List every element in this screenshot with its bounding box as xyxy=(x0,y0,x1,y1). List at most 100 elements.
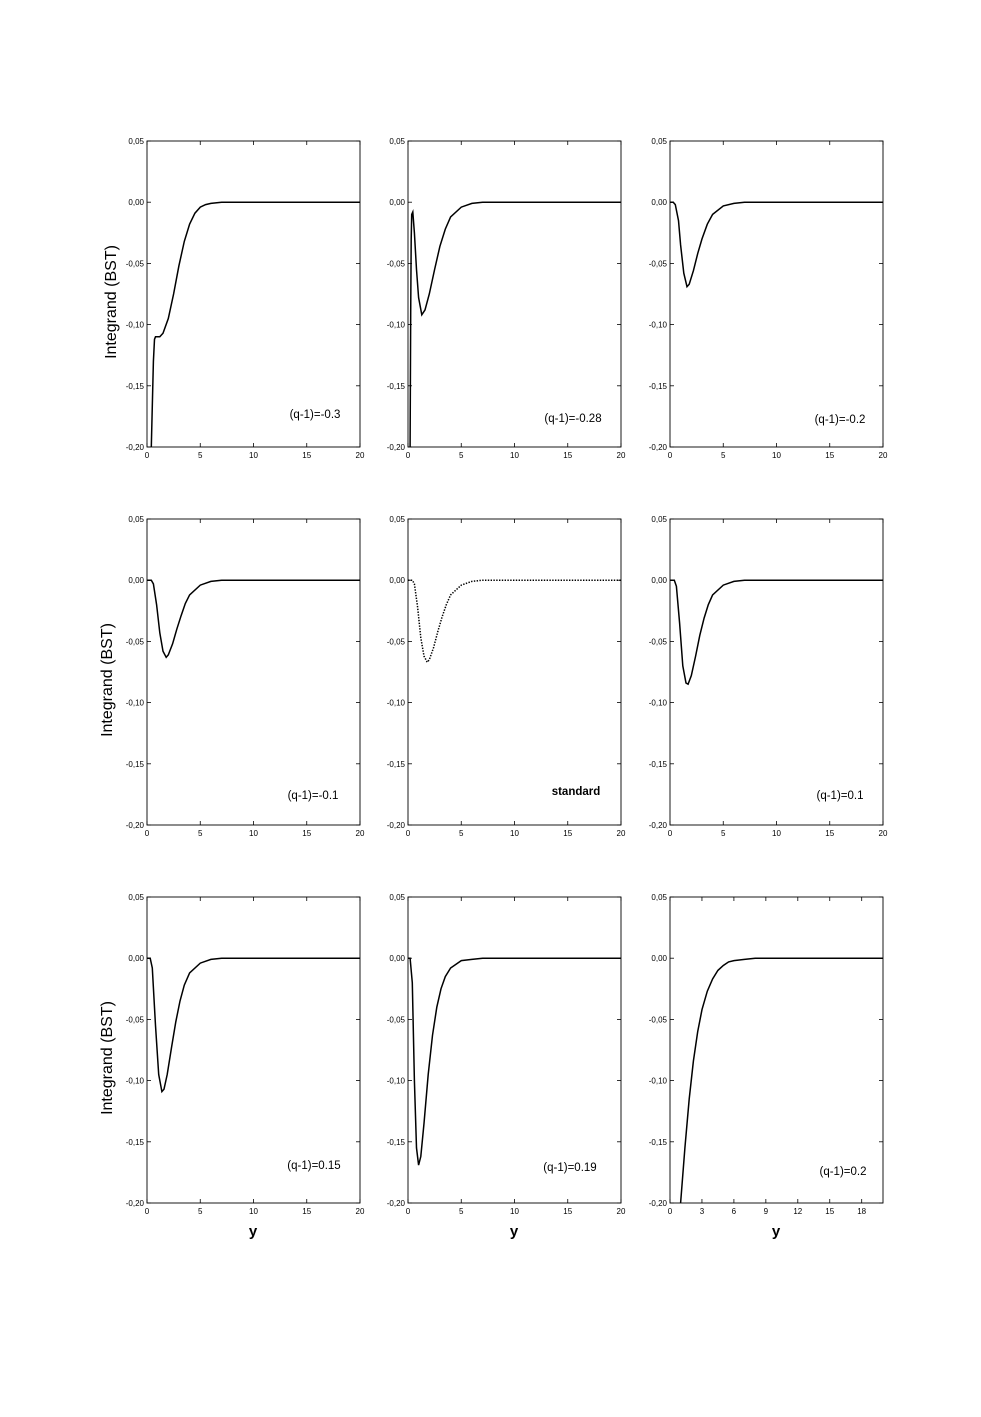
x-tick-label: 5 xyxy=(198,451,203,460)
x-tick-label: 15 xyxy=(302,451,311,460)
x-tick-label: 18 xyxy=(857,1207,866,1216)
series-line xyxy=(670,579,883,686)
x-tick-label: 6 xyxy=(732,1207,737,1216)
y-tick-label: -0,20 xyxy=(387,443,406,452)
y-tick-label: -0,15 xyxy=(387,382,406,391)
x-tick-label: 10 xyxy=(510,829,519,838)
x-tick-label: 5 xyxy=(721,829,726,838)
series-line xyxy=(147,579,360,659)
plot-frame xyxy=(407,896,622,1204)
x-tick-label: 0 xyxy=(145,451,150,460)
panel-annotation: (q-1)=-0.2 xyxy=(815,414,866,426)
panel-annotation: (q-1)=0.2 xyxy=(820,1166,867,1178)
series-line xyxy=(679,957,883,1203)
x-tick-label: 20 xyxy=(617,1207,626,1216)
y-tick-label: -0,05 xyxy=(649,1015,668,1024)
y-tick-label: -0,15 xyxy=(387,1138,406,1147)
y-tick-label: -0,05 xyxy=(387,1015,406,1024)
x-tick-label: 10 xyxy=(772,829,781,838)
x-tick-label: 20 xyxy=(617,829,626,838)
y-tick-label: 0,00 xyxy=(128,576,144,585)
x-tick-label: 15 xyxy=(563,451,572,460)
x-tick-label: 15 xyxy=(825,451,834,460)
panel-1: 0,05 0,00 -0,05 -0,10 -0,15 -0,200 5 10 15 20 (q-1… xyxy=(126,137,365,460)
panel-2: 0,05 0,00 -0,05 -0,10 -0,15 -0,200 5 10 15 20 (q-1… xyxy=(387,137,626,460)
y-tick-label: -0,05 xyxy=(126,1015,145,1024)
panel-annotation: standard xyxy=(552,786,601,798)
x-tick-label: 0 xyxy=(668,451,673,460)
y-tick-label: -0,20 xyxy=(649,1199,668,1208)
x-tick-label: 20 xyxy=(617,451,626,460)
x-tick-label: 0 xyxy=(406,1207,411,1216)
y-tick-label: 0,00 xyxy=(651,954,667,963)
y-tick-label: -0,10 xyxy=(649,699,668,708)
plot-frame xyxy=(407,140,622,448)
y-tick-label: 0,05 xyxy=(128,893,144,902)
x-tick-label: 15 xyxy=(302,1207,311,1216)
x-tick-label: 20 xyxy=(356,829,365,838)
xlabel-col-1: y xyxy=(249,1223,258,1240)
panel-annotation: (q-1)=-0.3 xyxy=(290,409,341,421)
y-tick-label: 0,00 xyxy=(651,576,667,585)
y-tick-label: -0,20 xyxy=(126,1199,145,1208)
y-tick-label: -0,15 xyxy=(126,760,145,769)
x-tick-label: 5 xyxy=(198,1207,203,1216)
y-tick-label: 0,00 xyxy=(128,954,144,963)
x-tick-label: 0 xyxy=(145,829,150,838)
y-tick-label: 0,00 xyxy=(128,198,144,207)
y-tick-label: 0,05 xyxy=(389,515,405,524)
panel-7: 0,05 0,00 -0,05 -0,10 -0,15 -0,200 5 10 15 20 (q-1… xyxy=(126,893,365,1216)
x-tick-label: 5 xyxy=(721,451,726,460)
y-tick-label: -0,05 xyxy=(387,637,406,646)
panel-annotation: (q-1)=-0.1 xyxy=(288,790,339,802)
y-tick-label: -0,10 xyxy=(126,699,145,708)
ylabel-row-1: Integrand (BST) xyxy=(103,245,120,359)
xlabel-col-3: y xyxy=(772,1223,781,1240)
series-line xyxy=(670,201,883,289)
y-tick-label: -0,20 xyxy=(126,443,145,452)
series-line xyxy=(408,957,621,1166)
y-tick-label: 0,05 xyxy=(128,515,144,524)
series-line xyxy=(150,201,360,447)
y-tick-label: -0,10 xyxy=(649,1077,668,1086)
panel-6: 0,05 0,00 -0,05 -0,10 -0,15 -0,200 5 10 15 20 (q-1… xyxy=(649,515,888,838)
panel-4: 0,05 0,00 -0,05 -0,10 -0,15 -0,200 5 10 15 20 (q-1… xyxy=(126,515,365,838)
x-tick-label: 10 xyxy=(249,829,258,838)
x-tick-label: 15 xyxy=(825,829,834,838)
y-tick-label: -0,10 xyxy=(649,321,668,330)
panel-annotation: (q-1)=0.15 xyxy=(287,1160,340,1172)
x-tick-label: 9 xyxy=(764,1207,769,1216)
y-tick-label: 0,05 xyxy=(389,893,405,902)
y-tick-label: 0,05 xyxy=(651,137,667,146)
y-tick-label: -0,10 xyxy=(126,321,145,330)
y-tick-label: -0,10 xyxy=(387,699,406,708)
x-tick-label: 0 xyxy=(406,451,411,460)
x-tick-label: 15 xyxy=(825,1207,834,1216)
x-tick-label: 10 xyxy=(510,451,519,460)
y-tick-label: 0,00 xyxy=(651,198,667,207)
y-tick-label: 0,00 xyxy=(389,198,405,207)
y-tick-label: -0,15 xyxy=(126,382,145,391)
series-line xyxy=(409,201,621,447)
y-tick-label: -0,05 xyxy=(126,259,145,268)
x-tick-label: 5 xyxy=(459,451,464,460)
y-tick-label: -0,15 xyxy=(649,382,668,391)
series-line xyxy=(408,579,621,664)
plot-frame xyxy=(669,518,884,826)
x-tick-label: 15 xyxy=(563,829,572,838)
x-tick-label: 20 xyxy=(879,451,888,460)
y-tick-label: -0,10 xyxy=(387,321,406,330)
y-tick-label: 0,05 xyxy=(651,893,667,902)
x-tick-label: 12 xyxy=(793,1207,802,1216)
panel-annotation: (q-1)=0.1 xyxy=(817,790,864,802)
plot-frame xyxy=(669,896,884,1204)
x-tick-label: 20 xyxy=(356,451,365,460)
panel-annotation: (q-1)=0.19 xyxy=(543,1162,596,1174)
x-tick-label: 20 xyxy=(879,829,888,838)
panel-3: 0,05 0,00 -0,05 -0,10 -0,15 -0,200 5 10 15 20 (q-1… xyxy=(649,137,888,460)
y-tick-label: -0,15 xyxy=(649,760,668,769)
y-tick-label: 0,00 xyxy=(389,576,405,585)
panel-9: 0,05 0,00 -0,05 -0,10 -0,15 -0,200 3 6 9 12 15 18 (q… xyxy=(649,893,884,1216)
y-tick-label: -0,20 xyxy=(126,821,145,830)
x-tick-label: 0 xyxy=(668,829,673,838)
